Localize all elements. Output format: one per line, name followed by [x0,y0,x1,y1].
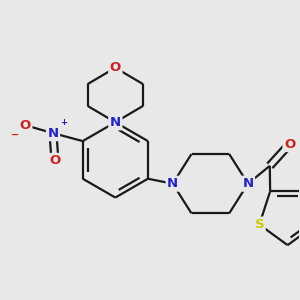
Text: −: − [11,130,19,140]
Text: N: N [242,177,253,190]
Text: O: O [110,61,121,74]
Text: S: S [254,218,264,231]
Text: O: O [284,138,295,151]
Text: O: O [50,154,61,167]
Text: N: N [110,116,121,129]
Text: O: O [20,119,31,132]
Text: +: + [60,118,67,127]
Text: N: N [167,177,178,190]
Text: N: N [47,127,58,140]
